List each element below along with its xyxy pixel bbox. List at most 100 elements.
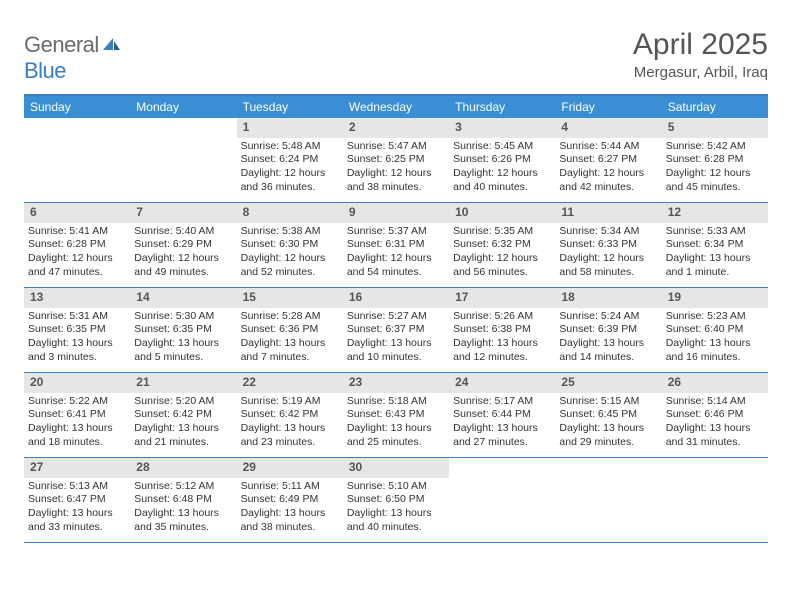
sunrise-line: Sunrise: 5:17 AM (453, 395, 551, 409)
daylight-line: Daylight: 12 hours and 58 minutes. (559, 252, 657, 279)
day-cell: 15Sunrise: 5:28 AMSunset: 6:36 PMDayligh… (237, 288, 343, 372)
sunrise-line: Sunrise: 5:48 AM (241, 140, 339, 154)
day-number-empty (555, 458, 661, 478)
daylight-line: Daylight: 13 hours and 23 minutes. (241, 422, 339, 449)
day-cell: 27Sunrise: 5:13 AMSunset: 6:47 PMDayligh… (24, 458, 130, 542)
day-cell: 18Sunrise: 5:24 AMSunset: 6:39 PMDayligh… (555, 288, 661, 372)
day-number: 21 (130, 373, 236, 393)
day-number: 1 (237, 118, 343, 138)
day-cell: 21 Sunrise: 5:20 AMSunset: 6:42 PMDayligh… (130, 373, 236, 457)
sunset-line: Sunset: 6:41 PM (28, 408, 126, 422)
day-body: Sunrise: 5:30 AMSunset: 6:35 PMDaylight:… (130, 308, 236, 369)
location: Mergasur, Arbil, Iraq (633, 64, 768, 81)
day-body: Sunrise: 5:34 AMSunset: 6:33 PMDaylight:… (555, 223, 661, 284)
sunset-line: Sunset: 6:44 PM (453, 408, 551, 422)
day-body: Sunrise: 5:47 AMSunset: 6:25 PMDaylight:… (343, 138, 449, 199)
sunrise-line: Sunrise: 5:38 AM (241, 225, 339, 239)
day-cell: 10Sunrise: 5:35 AMSunset: 6:32 PMDayligh… (449, 203, 555, 287)
day-number: 6 (24, 203, 130, 223)
day-cell: 24Sunrise: 5:17 AMSunset: 6:44 PMDayligh… (449, 373, 555, 457)
day-body: Sunrise: 5:12 AMSunset: 6:48 PMDaylight:… (130, 478, 236, 539)
day-body: Sunrise: 5:19 AMSunset: 6:42 PMDaylight:… (237, 393, 343, 454)
daylight-line: Daylight: 12 hours and 45 minutes. (666, 167, 764, 194)
sunrise-line: Sunrise: 5:11 AM (241, 480, 339, 494)
sunset-line: Sunset: 6:34 PM (666, 238, 764, 252)
sunset-line: Sunset: 6:28 PM (666, 153, 764, 167)
day-cell: 1Sunrise: 5:48 AMSunset: 6:24 PMDaylight… (237, 118, 343, 202)
logo-part2: Blue (24, 58, 66, 83)
daylight-line: Daylight: 13 hours and 29 minutes. (559, 422, 657, 449)
sunrise-line: Sunrise: 5:47 AM (347, 140, 445, 154)
weekday-fri: Friday (555, 96, 661, 118)
sunset-line: Sunset: 6:27 PM (559, 153, 657, 167)
daylight-line: Daylight: 13 hours and 10 minutes. (347, 337, 445, 364)
sunset-line: Sunset: 6:35 PM (134, 323, 232, 337)
day-number: 18 (555, 288, 661, 308)
day-body: Sunrise: 5:17 AMSunset: 6:44 PMDaylight:… (449, 393, 555, 454)
sunrise-line: Sunrise: 5:15 AM (559, 395, 657, 409)
day-number: 16 (343, 288, 449, 308)
header: GeneralBlue April 2025 Mergasur, Arbil, … (24, 28, 768, 84)
calendar: Sunday Monday Tuesday Wednesday Thursday… (24, 94, 768, 543)
weekday-sun: Sunday (24, 96, 130, 118)
day-body: Sunrise: 5:31 AMSunset: 6:35 PMDaylight:… (24, 308, 130, 369)
sunset-line: Sunset: 6:30 PM (241, 238, 339, 252)
sunset-line: Sunset: 6:31 PM (347, 238, 445, 252)
day-body: Sunrise: 5:24 AMSunset: 6:39 PMDaylight:… (555, 308, 661, 369)
day-cell (130, 118, 236, 202)
sunrise-line: Sunrise: 5:14 AM (666, 395, 764, 409)
weekday-thu: Thursday (449, 96, 555, 118)
daylight-line: Daylight: 13 hours and 18 minutes. (28, 422, 126, 449)
day-number: 23 (343, 373, 449, 393)
day-body: Sunrise: 5:37 AMSunset: 6:31 PMDaylight:… (343, 223, 449, 284)
title-block: April 2025 Mergasur, Arbil, Iraq (633, 28, 768, 81)
day-body: Sunrise: 5:44 AMSunset: 6:27 PMDaylight:… (555, 138, 661, 199)
day-cell: 2Sunrise: 5:47 AMSunset: 6:25 PMDaylight… (343, 118, 449, 202)
sunset-line: Sunset: 6:42 PM (134, 408, 232, 422)
day-body: Sunrise: 5:10 AMSunset: 6:50 PMDaylight:… (343, 478, 449, 539)
day-cell: 5Sunrise: 5:42 AMSunset: 6:28 PMDaylight… (662, 118, 768, 202)
sunset-line: Sunset: 6:49 PM (241, 493, 339, 507)
sunset-line: Sunset: 6:40 PM (666, 323, 764, 337)
sunset-line: Sunset: 6:38 PM (453, 323, 551, 337)
week-row: 1Sunrise: 5:48 AMSunset: 6:24 PMDaylight… (24, 118, 768, 203)
day-body: Sunrise: 5:48 AMSunset: 6:24 PMDaylight:… (237, 138, 343, 199)
day-cell: 29Sunrise: 5:11 AMSunset: 6:49 PMDayligh… (237, 458, 343, 542)
weekday-sat: Saturday (662, 96, 768, 118)
logo: GeneralBlue (24, 32, 121, 84)
day-cell: 22Sunrise: 5:19 AMSunset: 6:42 PMDayligh… (237, 373, 343, 457)
day-cell: 14Sunrise: 5:30 AMSunset: 6:35 PMDayligh… (130, 288, 236, 372)
sunset-line: Sunset: 6:50 PM (347, 493, 445, 507)
day-cell (555, 458, 661, 542)
sunrise-line: Sunrise: 5:30 AM (134, 310, 232, 324)
sunset-line: Sunset: 6:32 PM (453, 238, 551, 252)
day-cell: 30Sunrise: 5:10 AMSunset: 6:50 PMDayligh… (343, 458, 449, 542)
daylight-line: Daylight: 12 hours and 54 minutes. (347, 252, 445, 279)
sunset-line: Sunset: 6:46 PM (666, 408, 764, 422)
daylight-line: Daylight: 12 hours and 56 minutes. (453, 252, 551, 279)
day-number: 27 (24, 458, 130, 478)
sunset-line: Sunset: 6:33 PM (559, 238, 657, 252)
daylight-line: Daylight: 13 hours and 21 minutes. (134, 422, 232, 449)
day-number-empty (24, 118, 130, 138)
day-cell: 7Sunrise: 5:40 AMSunset: 6:29 PMDaylight… (130, 203, 236, 287)
day-number-empty (130, 118, 236, 138)
sunset-line: Sunset: 6:28 PM (28, 238, 126, 252)
week-row: 27Sunrise: 5:13 AMSunset: 6:47 PMDayligh… (24, 458, 768, 543)
sunset-line: Sunset: 6:25 PM (347, 153, 445, 167)
sunrise-line: Sunrise: 5:28 AM (241, 310, 339, 324)
day-body: Sunrise: 5:35 AMSunset: 6:32 PMDaylight:… (449, 223, 555, 284)
sunrise-line: Sunrise: 5:31 AM (28, 310, 126, 324)
sunrise-line: Sunrise: 5:12 AM (134, 480, 232, 494)
weekday-wed: Wednesday (343, 96, 449, 118)
sunrise-line: Sunrise: 5:20 AM (134, 395, 232, 409)
day-cell: 13Sunrise: 5:31 AMSunset: 6:35 PMDayligh… (24, 288, 130, 372)
day-cell: 19Sunrise: 5:23 AMSunset: 6:40 PMDayligh… (662, 288, 768, 372)
sunrise-line: Sunrise: 5:34 AM (559, 225, 657, 239)
weeks-container: 1Sunrise: 5:48 AMSunset: 6:24 PMDaylight… (24, 118, 768, 543)
sunrise-line: Sunrise: 5:40 AM (134, 225, 232, 239)
month-title: April 2025 (633, 28, 768, 62)
day-body: Sunrise: 5:27 AMSunset: 6:37 PMDaylight:… (343, 308, 449, 369)
day-cell: 12Sunrise: 5:33 AMSunset: 6:34 PMDayligh… (662, 203, 768, 287)
daylight-line: Daylight: 13 hours and 40 minutes. (347, 507, 445, 534)
